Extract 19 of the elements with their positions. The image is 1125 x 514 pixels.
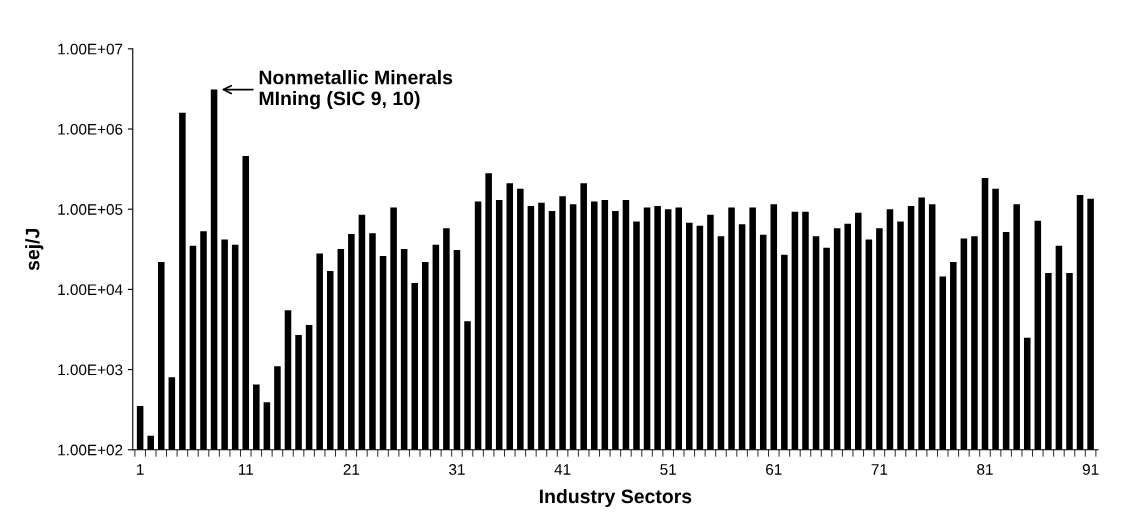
- x-tick-label: 71: [871, 464, 888, 475]
- x-tick-label: 81: [977, 464, 993, 475]
- x-tick-label: 11: [238, 464, 253, 475]
- y-tick-label: 1.00E+03: [58, 364, 123, 376]
- y-tick-label: 1.00E+06: [58, 123, 123, 135]
- y-tick-label: 1.00E+04: [58, 284, 123, 296]
- y-axis-title: sej/J: [25, 228, 44, 271]
- x-tick-label: 21: [343, 464, 360, 475]
- annotation: Nonmetallic Minerals MIning (SIC 9, 10): [259, 70, 453, 110]
- y-tick-label: 1.00E+07: [58, 43, 123, 55]
- x-tick-label: 41: [554, 464, 571, 475]
- x-tick-label: 91: [1082, 464, 1099, 475]
- x-tick-label: 51: [660, 464, 676, 475]
- x-tick-label: 1: [137, 464, 144, 475]
- y-tick-label: 1.00E+05: [58, 204, 123, 215]
- x-tick-label: 31: [449, 464, 465, 475]
- x-tick-label: 61: [766, 464, 782, 475]
- y-tick-label: 1.00E+02: [58, 444, 123, 456]
- x-axis-title: Industry Sectors: [539, 488, 692, 508]
